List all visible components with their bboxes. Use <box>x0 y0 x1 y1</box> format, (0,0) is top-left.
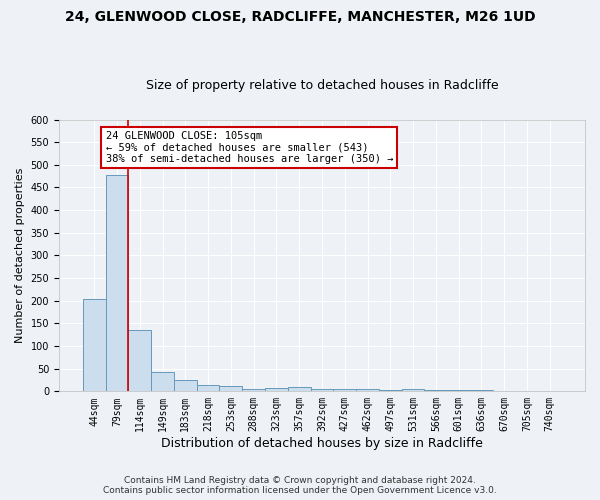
Bar <box>379 390 401 392</box>
Bar <box>197 385 220 392</box>
Y-axis label: Number of detached properties: Number of detached properties <box>15 168 25 343</box>
Text: 24, GLENWOOD CLOSE, RADCLIFFE, MANCHESTER, M26 1UD: 24, GLENWOOD CLOSE, RADCLIFFE, MANCHESTE… <box>65 10 535 24</box>
Bar <box>151 372 174 392</box>
Title: Size of property relative to detached houses in Radcliffe: Size of property relative to detached ho… <box>146 79 498 92</box>
Text: Contains HM Land Registry data © Crown copyright and database right 2024.
Contai: Contains HM Land Registry data © Crown c… <box>103 476 497 495</box>
Bar <box>220 386 242 392</box>
Bar <box>311 389 334 392</box>
X-axis label: Distribution of detached houses by size in Radcliffe: Distribution of detached houses by size … <box>161 437 483 450</box>
Bar <box>106 175 128 392</box>
Bar <box>356 389 379 392</box>
Bar <box>128 330 151 392</box>
Bar <box>424 390 447 392</box>
Bar <box>288 387 311 392</box>
Bar <box>447 390 470 392</box>
Bar <box>334 389 356 392</box>
Bar <box>174 380 197 392</box>
Bar <box>242 389 265 392</box>
Bar <box>401 389 424 392</box>
Bar <box>83 300 106 392</box>
Bar <box>470 390 493 392</box>
Bar <box>265 388 288 392</box>
Text: 24 GLENWOOD CLOSE: 105sqm
← 59% of detached houses are smaller (543)
38% of semi: 24 GLENWOOD CLOSE: 105sqm ← 59% of detac… <box>106 131 393 164</box>
